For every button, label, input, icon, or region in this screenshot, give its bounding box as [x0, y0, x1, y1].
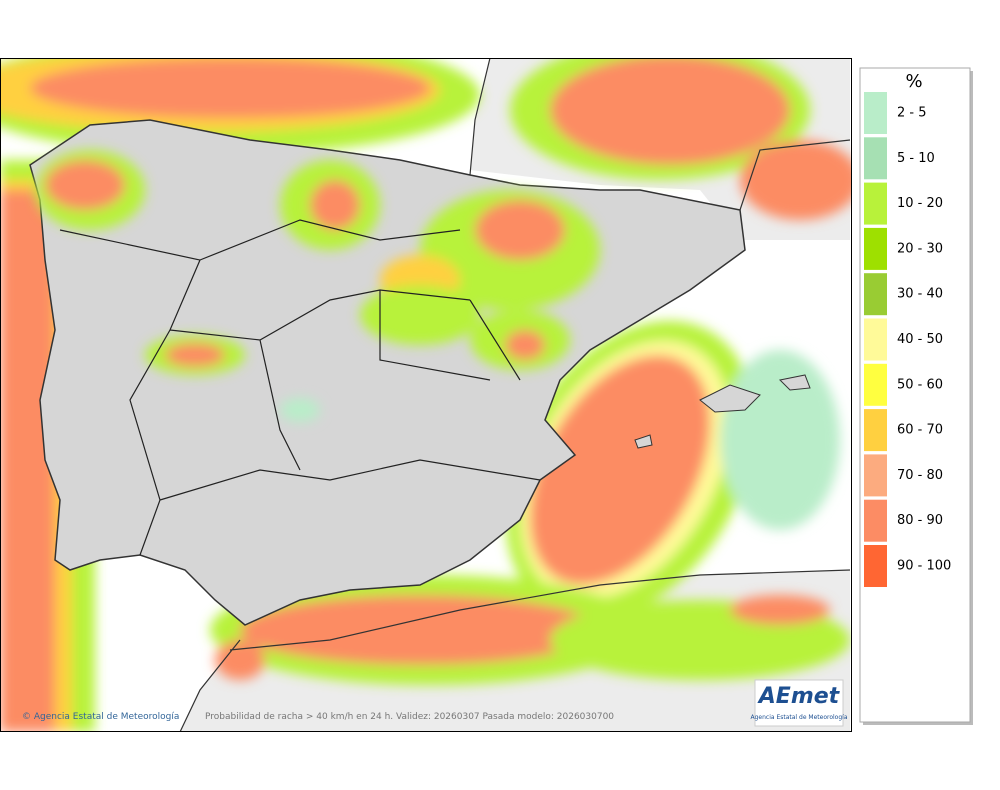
logo-box	[754, 679, 844, 727]
legend-swatch	[864, 273, 887, 316]
legend-label: 80 - 90	[897, 513, 943, 528]
legend-label: 10 - 20	[897, 196, 943, 211]
logo-name: AEmet	[757, 684, 841, 709]
logo-subtitle: Agencia Estatal de Meteorología	[751, 714, 848, 721]
legend-label: 5 - 10	[897, 151, 935, 166]
caption: Probabilidad de racha > 40 km/h en 24 h.…	[205, 712, 614, 722]
map-area	[1, 59, 851, 731]
legend-swatch	[864, 92, 887, 134]
legend-label: 60 - 70	[897, 423, 943, 438]
legend-swatch	[864, 318, 887, 361]
legend-swatch	[864, 227, 887, 270]
legend-label: 90 - 100	[897, 559, 951, 574]
legend-label: 30 - 40	[897, 287, 943, 302]
legend-label: 50 - 60	[897, 377, 943, 392]
legend-items: 2 - 5 5 - 10 10 - 20 20 - 30 30 - 40 40 - 50 5…	[864, 92, 951, 587]
legend-label: 20 - 30	[897, 241, 943, 256]
legend-label: 2 - 5	[897, 106, 927, 121]
legend-label: 40 - 50	[897, 332, 943, 347]
inland-field	[35, 150, 600, 422]
legend-swatch	[864, 409, 887, 452]
credit: © Agencia Estatal de Meteorología	[22, 712, 179, 722]
legend-swatch	[864, 454, 887, 497]
legend-swatch	[864, 182, 887, 225]
legend-swatch	[864, 499, 887, 542]
legend-swatch	[864, 137, 887, 180]
legend-swatch	[864, 545, 887, 587]
legend-label: 70 - 80	[897, 468, 943, 483]
legend-title: %	[905, 71, 922, 92]
legend-swatch	[864, 363, 887, 406]
